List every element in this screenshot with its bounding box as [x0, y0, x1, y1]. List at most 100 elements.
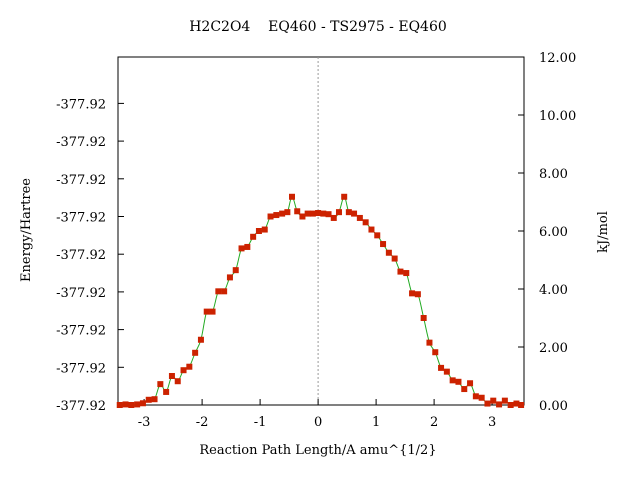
- data-point: [255, 228, 262, 234]
- data-point: [443, 368, 450, 375]
- data-point: [122, 401, 129, 408]
- data-point: [368, 226, 375, 233]
- data-point: [320, 210, 327, 217]
- data-point: [180, 367, 187, 374]
- right-y-axis: 0.00 2.00 4.00 6.00 8.00 10.00 12.00: [518, 51, 576, 414]
- data-point: [426, 339, 433, 346]
- right-y-tick-label: 10.00: [539, 109, 576, 124]
- right-y-tick-label: 12.00: [539, 51, 576, 66]
- data-point: [273, 212, 280, 219]
- data-point: [267, 213, 274, 220]
- data-point: [449, 377, 456, 384]
- data-point: [315, 210, 322, 217]
- data-point: [284, 209, 291, 216]
- x-tick-label: -2: [196, 415, 209, 430]
- data-point: [238, 245, 245, 252]
- x-tick-label: 3: [488, 415, 496, 430]
- data-point: [325, 211, 332, 218]
- series-line: [119, 196, 522, 406]
- x-tick-label: 1: [372, 415, 380, 430]
- data-point: [250, 233, 257, 240]
- x-tick-label: 0: [314, 415, 322, 430]
- data-point: [294, 208, 301, 215]
- left-y-tick-label: -377.92: [56, 97, 106, 112]
- data-point: [501, 397, 508, 404]
- data-point: [221, 288, 228, 295]
- data-point: [397, 268, 404, 275]
- data-point: [420, 315, 427, 321]
- data-point: [244, 243, 251, 250]
- data-point: [279, 210, 286, 217]
- left-y-tick-label: -377.92: [56, 211, 106, 226]
- data-point: [478, 394, 485, 401]
- data-point: [168, 373, 175, 379]
- data-point: [192, 349, 199, 356]
- right-y-tick-label: 4.00: [539, 283, 568, 298]
- data-point: [403, 270, 410, 277]
- data-point: [351, 210, 358, 217]
- data-point: [414, 291, 421, 298]
- data-point: [484, 400, 491, 407]
- data-point: [335, 209, 342, 216]
- data-point: [186, 363, 193, 370]
- left-y-tick-label: -377.92: [56, 286, 106, 301]
- chart-title: H2C2O4 EQ460 - TS2975 - EQ460: [189, 19, 447, 35]
- left-y-tick-label: -377.92: [56, 248, 106, 263]
- data-point: [341, 193, 348, 200]
- right-y-tick-label: 0.00: [539, 399, 568, 414]
- data-point: [289, 193, 295, 200]
- data-point: [139, 400, 146, 407]
- left-y-tick-label: -377.92: [56, 361, 106, 376]
- data-point: [391, 255, 398, 262]
- data-point: [507, 402, 514, 408]
- data-point: [197, 336, 204, 343]
- data-point: [215, 288, 222, 295]
- data-point: [203, 308, 210, 315]
- data-point: [490, 397, 497, 404]
- data-point: [518, 402, 525, 408]
- right-y-tick-label: 2.00: [539, 341, 568, 356]
- data-point: [385, 249, 392, 256]
- data-point: [226, 274, 233, 281]
- x-tick-label: 2: [430, 415, 438, 430]
- left-y-axis-label: Energy/Hartree: [19, 178, 34, 282]
- data-point: [299, 213, 306, 220]
- left-y-tick-label: -377.92: [56, 399, 106, 414]
- data-point: [232, 267, 239, 274]
- left-y-axis: -377.92 -377.92 -377.92 -377.92 -377.92 -377.…: [56, 97, 124, 414]
- data-point: [304, 210, 311, 217]
- data-point: [472, 393, 479, 400]
- data-point: [356, 214, 363, 221]
- data-point: [157, 381, 164, 388]
- data-point: [438, 364, 445, 371]
- data-point: [432, 349, 439, 356]
- data-point: [330, 214, 337, 221]
- right-y-axis-label: kJ/mol: [596, 211, 611, 253]
- data-point: [209, 308, 216, 315]
- data-point: [261, 226, 268, 233]
- data-point: [116, 402, 123, 408]
- data-point: [362, 219, 369, 226]
- x-axis: -3 -2 -1 0 1 2 3: [138, 399, 496, 430]
- data-point: [163, 388, 170, 395]
- series-markers: [116, 193, 525, 408]
- left-y-tick-label: -377.92: [56, 173, 106, 188]
- data-point: [345, 209, 352, 216]
- data-point: [128, 402, 135, 408]
- x-tick-label: -1: [254, 415, 267, 430]
- left-y-tick-label: -377.92: [56, 324, 106, 339]
- data-point: [467, 380, 474, 387]
- data-point: [145, 396, 152, 403]
- data-point: [409, 290, 416, 297]
- data-point: [374, 232, 381, 239]
- data-point: [496, 401, 503, 408]
- right-y-tick-label: 6.00: [539, 225, 568, 240]
- left-y-tick-label: -377.92: [56, 135, 106, 150]
- data-point: [455, 378, 462, 385]
- x-axis-label: Reaction Path Length/A amu^{1/2}: [199, 443, 436, 458]
- plot-area: [117, 56, 525, 406]
- data-point: [151, 396, 158, 403]
- data-point: [309, 210, 316, 217]
- right-y-tick-label: 8.00: [539, 167, 568, 182]
